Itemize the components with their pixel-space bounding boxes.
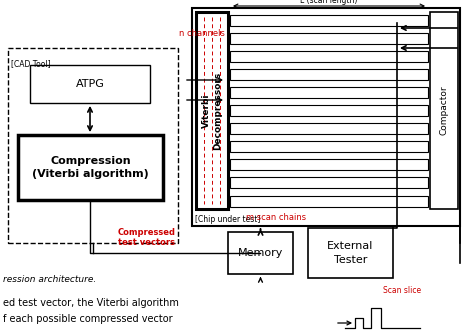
Bar (230, 159, 428, 170)
Text: [CAD Tool]: [CAD Tool] (11, 59, 51, 68)
Bar (230, 195, 428, 206)
Text: Scan slice: Scan slice (383, 286, 421, 295)
Bar (230, 105, 428, 116)
Bar (230, 87, 428, 98)
Bar (30, 65, 150, 103)
Text: Viterbi
Decompressors: Viterbi Decompressors (202, 71, 222, 150)
Bar (192, 8, 460, 226)
Text: ed test vector, the Viterbi algorithm: ed test vector, the Viterbi algorithm (3, 298, 179, 308)
Text: Compression
(Viterbi algorithm): Compression (Viterbi algorithm) (32, 156, 149, 179)
Bar (8, 48, 178, 243)
Bar (18, 135, 163, 200)
Bar (230, 51, 428, 62)
Text: f each possible compressed vector: f each possible compressed vector (3, 314, 173, 324)
Bar (430, 12, 458, 209)
Bar (230, 177, 428, 188)
Bar (230, 141, 428, 152)
Bar (230, 33, 428, 44)
Bar (230, 123, 428, 134)
Bar (230, 69, 428, 80)
Bar (308, 228, 393, 278)
Bar (196, 12, 228, 209)
Text: ATPG: ATPG (75, 79, 104, 89)
Text: Compressed
test vectors: Compressed test vectors (118, 228, 176, 247)
Text: n channels: n channels (179, 29, 225, 38)
Text: Memory: Memory (238, 248, 283, 258)
Text: [Chip under test]: [Chip under test] (195, 215, 260, 224)
Bar (228, 232, 293, 274)
Bar (230, 14, 428, 25)
Text: L (scan length): L (scan length) (301, 0, 358, 5)
Text: m scan chains: m scan chains (246, 213, 306, 222)
Text: ression architecture.: ression architecture. (3, 275, 96, 284)
Text: External
Tester: External Tester (328, 241, 374, 265)
Text: Compactor: Compactor (439, 86, 448, 135)
